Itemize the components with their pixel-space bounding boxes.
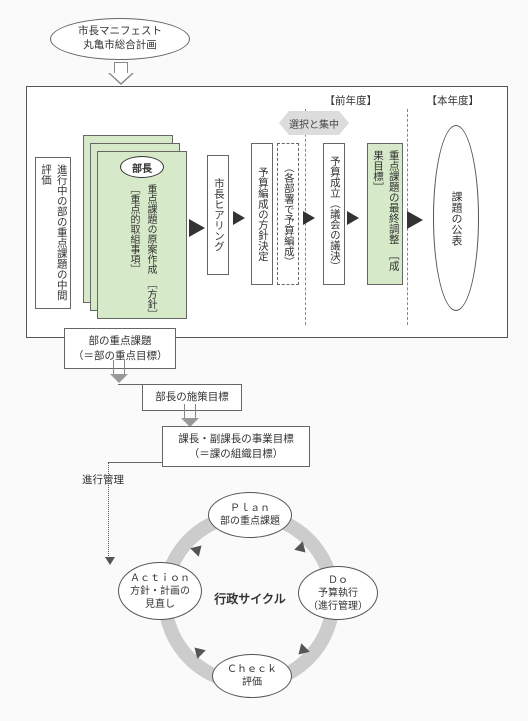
connector-line <box>118 384 142 385</box>
box-mayor-hearing: 市長ヒアリング <box>207 155 229 275</box>
do-title: Ｄｏ <box>328 574 348 587</box>
doc-vertical-text: 重点課題の原案作成 ［方針］ ［重点的取組事項］ <box>125 184 159 314</box>
stacked-draft-docs: 部長 重点課題の原案作成 ［方針］ ［重点的取組事項］ <box>83 135 187 321</box>
cb3-line2: （＝課の組織目標） <box>171 447 301 462</box>
cycle-center-label: 行政サイクル <box>212 590 288 607</box>
label-prev-year: 【前年度】 <box>325 93 378 108</box>
pdca-action: Ａｃｔｉｏｎ 方針・計画の 見直し <box>118 562 202 620</box>
ellipse-publish: 課題の公表 <box>433 125 479 311</box>
box-final-adjust: 重点課題の最終調整 ［成果目標］ <box>367 143 403 285</box>
cb1-line1: 部の重点課題 <box>73 334 167 349</box>
doc-layer-front: 部長 重点課題の原案作成 ［方針］ ［重点的取組事項］ <box>97 151 187 319</box>
box-kacho-target: 課長・副課長の事業目標 （＝課の組織目標） <box>162 426 310 467</box>
main-process-box: 【前年度】 【本年度】 選択と集中 進行中の部の重点課題の中間評価 部長 重点課… <box>26 86 508 338</box>
arrow-icon <box>189 219 205 237</box>
down-arrow-icon <box>108 62 134 86</box>
arrow-icon <box>347 211 359 225</box>
do-sub1: 予算執行 <box>318 587 358 600</box>
pdca-plan: Ｐｌａｎ 部の重点課題 <box>208 492 292 538</box>
pdca-check: Ｃｈｅｃｋ 評価 <box>212 654 292 698</box>
select-concentrate-label: 選択と集中 <box>269 111 359 135</box>
pdca-cycle: 行政サイクル Ｐｌａｎ 部の重点課題 Ｄｏ 予算執行 （進行管理） Ｃｈｅｃｋ … <box>120 494 380 708</box>
pdca-do: Ｄｏ 予算執行 （進行管理） <box>298 566 378 620</box>
action-title: Ａｃｔｉｏｎ <box>130 572 190 585</box>
box-midterm-eval: 進行中の部の重点課題の中間評価 <box>35 157 71 309</box>
do-sub2: （進行管理） <box>308 600 368 613</box>
plan-title: Ｐｌａｎ <box>230 502 270 515</box>
input-line1: 市長マニフェスト <box>78 25 162 39</box>
box-budget-approved: 予算成立（議会の議決） <box>323 143 345 285</box>
action-sub1: 方針・計画の <box>130 585 190 598</box>
check-title: Ｃｈｅｃｋ <box>227 663 277 676</box>
diagram-root: 市長マニフェスト 丸亀市総合計画 【前年度】 【本年度】 選択と集中 進行中の部… <box>0 0 528 721</box>
connector-line <box>108 462 162 463</box>
down-arrow-icon <box>113 360 125 384</box>
label-cur-year: 【本年度】 <box>427 93 480 108</box>
action-sub2: 見直し <box>145 598 175 611</box>
cb3-line1: 課長・副課長の事業目標 <box>171 432 301 447</box>
plan-sub: 部の重点課題 <box>220 515 280 528</box>
label-progress-mgmt: 進行管理 <box>82 472 124 487</box>
input-ellipse: 市長マニフェスト 丸亀市総合計画 <box>50 18 190 60</box>
dotted-connector <box>108 462 109 558</box>
arrow-icon <box>303 211 315 225</box>
bucho-oval: 部長 <box>120 156 164 178</box>
down-arrow-icon <box>184 404 196 428</box>
check-sub: 評価 <box>242 676 262 689</box>
box-budget-policy: 予算編成の方針決定 <box>251 143 273 285</box>
input-line2: 丸亀市総合計画 <box>83 39 157 53</box>
select-concentrate-text: 選択と集中 <box>269 111 359 135</box>
arrow-icon <box>233 211 245 225</box>
box-dept-budget: （各部署で予算編成） <box>277 143 299 285</box>
arrow-icon <box>407 211 423 229</box>
